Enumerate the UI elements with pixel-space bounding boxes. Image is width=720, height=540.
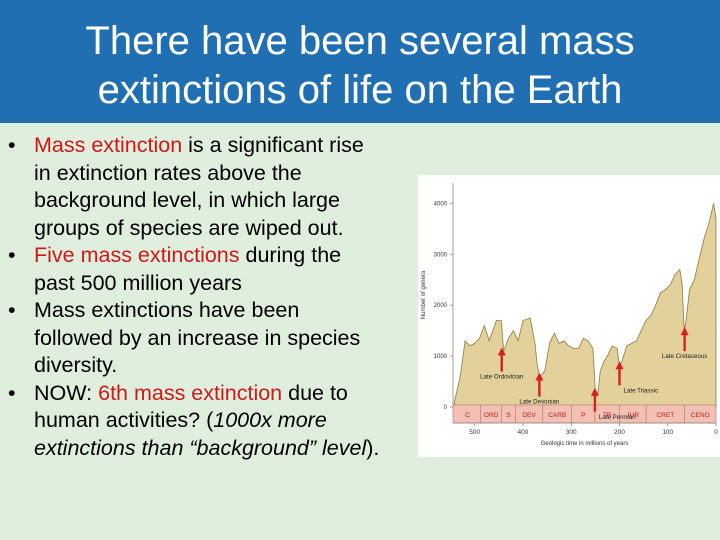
bullet-text: background level, in which large <box>34 188 340 212</box>
extinction-label: Late Triassic <box>623 387 658 394</box>
bullet-highlight: Five mass extinctions <box>34 243 240 267</box>
bullet-italic: 1000x more <box>213 408 327 432</box>
bullet-dot: • <box>8 380 16 405</box>
bullet-text: ). <box>366 435 380 460</box>
extinction-label: Late Devonian <box>519 398 559 405</box>
bullet-italic: extinctions than “background” level <box>34 435 367 460</box>
extinction-arrow-head <box>615 361 624 370</box>
x-tick-label: 500 <box>469 429 480 436</box>
x-tick-label: 100 <box>662 429 673 436</box>
y-tick-label: 4000 <box>434 201 448 207</box>
extinction-label: Late Permian <box>599 414 636 421</box>
period-label: DEV <box>522 412 536 419</box>
bullet-text: groups of species are wiped out. <box>34 215 344 240</box>
bullet-text: during the <box>239 243 342 267</box>
period-label: CENO <box>691 412 710 419</box>
bullet-text: human activities? ( <box>34 408 214 432</box>
bullet-text: past 500 million years <box>34 270 242 295</box>
period-label: JUR <box>626 412 639 419</box>
y-tick-label: 0 <box>444 405 448 411</box>
title-bar: There have been several mass extinctions… <box>0 0 720 123</box>
period-label: CRET <box>656 412 674 419</box>
bullet-text: NOW: <box>34 380 99 405</box>
bullet-text: followed by an increase in species <box>34 325 361 350</box>
period-label: S <box>506 412 511 419</box>
period-label: ORD <box>484 412 499 419</box>
x-tick-label: 300 <box>566 429 577 436</box>
bullet-dot: • <box>8 298 16 322</box>
bullet-text: due to <box>282 380 348 405</box>
bullet-text: is a significant rise <box>182 133 364 157</box>
bullet-text: in extinction rates above the <box>34 160 302 185</box>
extinction-arrow-head <box>680 327 689 336</box>
bullet-list: • Mass extinction is a significant rise … <box>8 132 428 462</box>
slide-title-line-2: extinctions of life on the Earth <box>97 68 623 112</box>
bullet-item: • Five mass extinctions during the past … <box>8 242 428 297</box>
y-tick-label: 3000 <box>434 252 448 258</box>
period-label: P <box>581 412 585 419</box>
y-axis-label: Number of genera <box>421 270 427 319</box>
x-tick-label: 400 <box>518 429 529 436</box>
period-label: CARB <box>548 412 566 419</box>
extinction-label: Late Ordovician <box>480 374 524 381</box>
period-label: TR <box>603 412 612 419</box>
bullet-highlight: 6th mass extinction <box>98 380 283 405</box>
extinction-arrow-head <box>497 347 506 356</box>
y-tick-label: 2000 <box>434 303 448 309</box>
x-axis-label: Geologic time in millions of years <box>541 441 629 447</box>
extinction-arrow-head <box>590 387 599 396</box>
x-tick-label: 0 <box>714 429 718 436</box>
y-tick-label: 1000 <box>434 354 448 360</box>
x-tick-label: 200 <box>614 429 625 436</box>
bullet-item: • Mass extinction is a significant rise … <box>8 132 428 242</box>
period-label: C <box>465 412 470 419</box>
bullet-text: diversity. <box>34 353 118 377</box>
bullet-item: • Mass extinctions have been followed by… <box>8 297 428 380</box>
extinction-arrow-head <box>535 372 544 381</box>
bullet-item: • NOW: 6th mass extinction due to human … <box>8 380 428 463</box>
bullet-highlight: Mass extinction <box>34 133 183 157</box>
slide-title-line-1: There have been several mass <box>85 19 635 63</box>
bullet-dot: • <box>8 243 16 267</box>
bullet-text: Mass extinctions have been <box>34 298 300 322</box>
bullet-dot: • <box>8 133 16 157</box>
extinction-label: Late Cretaceous <box>662 353 707 360</box>
